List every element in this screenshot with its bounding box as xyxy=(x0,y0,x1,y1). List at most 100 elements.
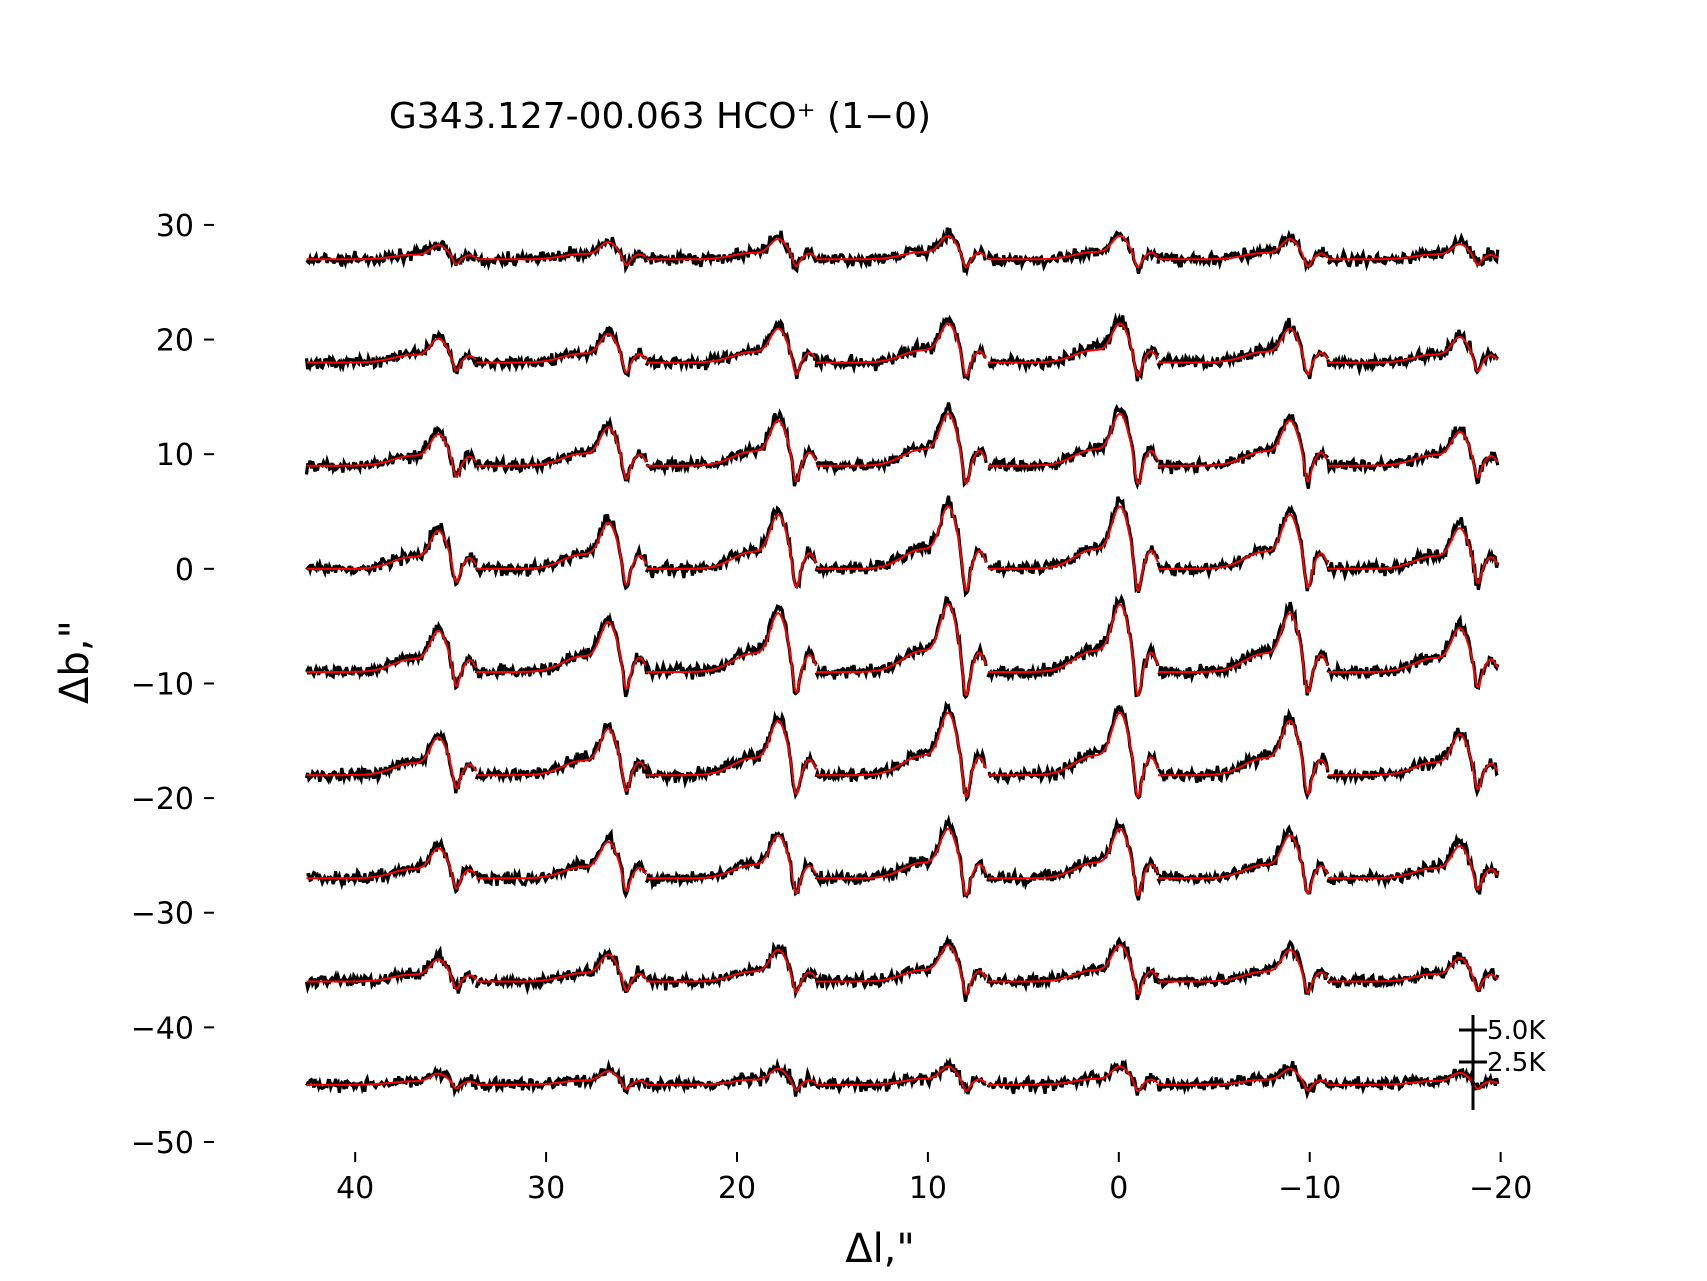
observed-spectrum xyxy=(474,415,648,484)
fit-spectrum xyxy=(306,629,478,688)
observed-spectrum xyxy=(1326,329,1499,377)
fit-spectrum xyxy=(1158,612,1329,694)
fit-spectrum xyxy=(1327,527,1499,584)
observed-spectrum xyxy=(814,700,987,803)
fit-spectrum xyxy=(816,412,987,485)
observed-spectrum xyxy=(1326,516,1500,591)
observed-spectrum xyxy=(986,816,1160,901)
fit-spectrum xyxy=(306,244,477,266)
scale-bar-label: 2.5K xyxy=(1487,1048,1546,1078)
observed-spectrum xyxy=(1326,614,1500,690)
fit-spectrum xyxy=(1158,327,1329,376)
observed-spectrum xyxy=(474,828,647,900)
observed-spectrum xyxy=(304,329,478,375)
fit-spectrum xyxy=(646,719,818,796)
y-tick-label: 20 xyxy=(156,324,194,359)
fit-spectrum xyxy=(1158,834,1329,895)
y-tick-label: −10 xyxy=(131,667,194,702)
observed-spectrum xyxy=(1157,601,1330,696)
observed-spectrum xyxy=(815,227,987,277)
fit-spectrum xyxy=(1327,956,1499,991)
observed-spectrum xyxy=(814,814,988,899)
fit-spectrum xyxy=(476,727,648,793)
x-tick-label: −20 xyxy=(1469,1171,1532,1206)
fit-spectrum xyxy=(1327,733,1499,791)
fit-spectrum xyxy=(646,238,817,268)
fit-spectrum xyxy=(476,620,648,691)
fit-spectrum xyxy=(988,234,1159,269)
observed-spectrum xyxy=(644,505,818,590)
x-tick-label: 10 xyxy=(909,1171,947,1206)
fit-spectrum xyxy=(306,529,478,583)
fit-spectrum xyxy=(1327,430,1499,479)
fit-spectrum xyxy=(476,240,647,267)
fit-spectrum xyxy=(646,1067,817,1092)
fit-spectrum xyxy=(306,432,478,478)
fit-spectrum xyxy=(816,603,988,697)
observed-spectrum xyxy=(987,403,1160,491)
observed-spectrum xyxy=(305,620,478,691)
y-tick-label: −50 xyxy=(131,1126,194,1161)
chart-title: G343.127-00.063 HCO⁺ (1−0) xyxy=(389,96,931,137)
observed-spectrum xyxy=(474,325,648,378)
fit-spectrum xyxy=(816,234,987,269)
fit-spectrum xyxy=(1158,419,1329,483)
fit-spectrum xyxy=(988,505,1159,592)
observed-spectrum xyxy=(1156,229,1330,273)
fit-spectrum xyxy=(1327,335,1499,373)
fit-spectrum xyxy=(1158,1067,1329,1092)
observed-spectrum xyxy=(987,496,1160,594)
fit-spectrum xyxy=(476,426,648,480)
observed-spectrum xyxy=(305,522,478,587)
fit-spectrum xyxy=(816,1065,987,1092)
fit-spectrum xyxy=(988,1065,1159,1092)
fit-spectrum xyxy=(988,603,1159,697)
observed-spectrum xyxy=(1326,727,1499,798)
fit-spectrum xyxy=(1158,513,1329,589)
fit-spectrum xyxy=(816,944,987,996)
fit-spectrum xyxy=(306,847,478,890)
fit-spectrum xyxy=(1327,845,1499,891)
scale-bar: 5.0K2.5K xyxy=(1459,1015,1546,1110)
fit-spectrum xyxy=(476,1070,647,1091)
observed-spectrum xyxy=(644,230,818,274)
fit-spectrum xyxy=(476,521,648,586)
x-tick-label: −10 xyxy=(1278,1171,1341,1206)
fit-spectrum xyxy=(646,327,817,376)
fit-spectrum xyxy=(646,948,817,994)
fit-spectrum xyxy=(646,612,818,694)
fit-spectrum xyxy=(816,711,988,798)
y-tick-label: −20 xyxy=(131,782,194,817)
y-axis: 30 20 10 0 −10 −20 −30 −40 −50 xyxy=(131,209,214,1161)
y-tick-label: 10 xyxy=(156,438,194,473)
fit-spectrum xyxy=(988,944,1159,996)
y-tick-label: −30 xyxy=(131,897,194,932)
fit-spectrum xyxy=(306,736,478,790)
observed-spectrum xyxy=(1156,1060,1329,1100)
observed-spectrum xyxy=(986,230,1160,275)
observed-spectrum xyxy=(305,1065,478,1098)
fit-spectrum xyxy=(646,513,818,589)
y-tick-label: −40 xyxy=(131,1011,194,1046)
x-tick-label: 40 xyxy=(336,1171,374,1206)
y-tick-label: 0 xyxy=(175,553,194,588)
observed-spectrum xyxy=(304,945,478,995)
fit-spectrum xyxy=(988,711,1159,798)
observed-spectrum xyxy=(1156,317,1330,380)
x-axis: 40 30 20 10 0 −10 −20 xyxy=(336,1152,1532,1206)
observed-spectrum xyxy=(646,941,818,1000)
observed-spectrum xyxy=(1326,232,1500,272)
observed-spectrum xyxy=(1157,412,1330,489)
fit-spectrum xyxy=(816,827,987,897)
fit-spectrum xyxy=(476,332,648,374)
observed-spectrum xyxy=(986,593,1160,698)
observed-spectrum xyxy=(644,318,818,380)
spectra-layer xyxy=(304,227,1500,1100)
observed-spectrum xyxy=(1157,707,1330,801)
fit-spectrum xyxy=(306,958,477,991)
observed-spectrum xyxy=(644,604,818,696)
x-axis-label: Δl," xyxy=(845,1226,915,1272)
fit-spectrum xyxy=(646,419,818,483)
x-tick-label: 0 xyxy=(1109,1171,1128,1206)
observed-spectrum xyxy=(987,704,1160,800)
